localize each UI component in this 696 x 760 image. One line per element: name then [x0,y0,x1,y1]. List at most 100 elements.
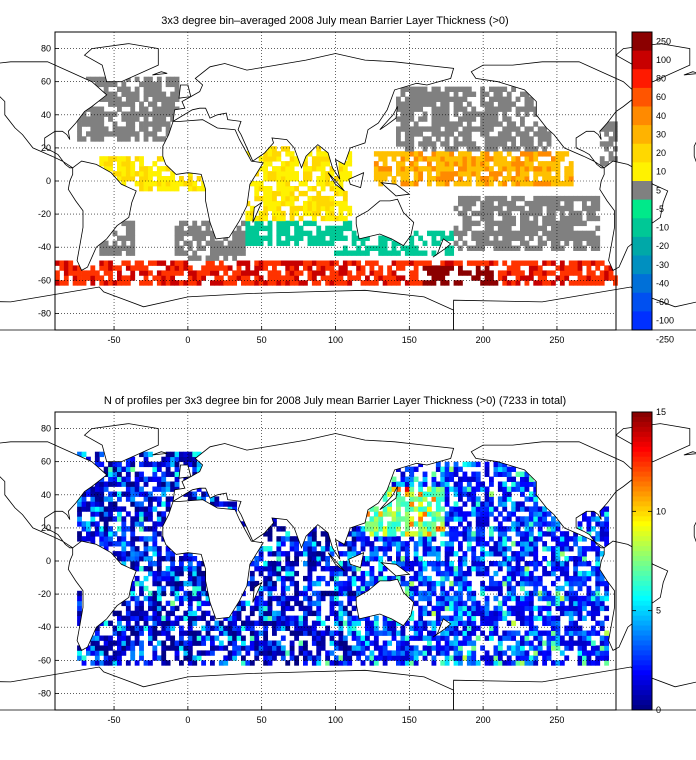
bin-cell [360,265,366,271]
bin-cell [205,630,211,636]
bin-cell [573,625,579,631]
bin-cell [161,471,167,477]
colorbar-label: -100 [656,316,674,326]
bin-cell [480,610,486,617]
bin-cell [183,630,189,636]
bin-cell [272,580,277,587]
bin-cell [112,491,118,497]
bin-cell [444,106,450,112]
bin-cell [586,570,592,577]
bin-cell [342,205,348,212]
bin-cell [351,630,357,636]
bin-cell [400,141,406,147]
bin-cell [427,506,432,512]
bin-cell [267,176,273,182]
bin-cell [564,176,570,182]
bin-cell [130,556,136,562]
bin-cell [338,215,344,222]
bin-cell [99,131,105,137]
bin-cell [515,526,521,532]
bin-cell [497,195,503,202]
bin-cell [187,230,193,237]
bin-cell [440,151,446,157]
bin-cell [187,566,193,572]
bin-cell [506,265,512,271]
bin-cell [422,506,428,512]
bin-cell [263,580,269,587]
bin-cell [183,595,189,602]
bin-cell [586,660,592,666]
bin-cell [382,575,388,582]
bin-cell [537,245,543,251]
bin-cell [325,230,331,237]
bin-cell [108,270,113,276]
bin-cell [285,551,291,557]
bin-cell [77,136,82,142]
bin-cell [489,136,494,142]
bin-cell [449,171,455,177]
bin-cell [254,260,260,266]
bin-cell [480,481,486,487]
bin-cell [134,481,140,487]
bin-cell [134,660,140,666]
bin-cell [294,270,300,276]
bin-cell [466,111,472,117]
bin-cell [134,476,140,482]
bin-cell [404,171,410,177]
bin-cell [480,235,486,241]
bin-cell [205,265,211,271]
bin-cell [152,595,158,602]
bin-cell [396,526,401,532]
bin-cell [506,270,512,276]
bin-cell [502,131,508,137]
bin-cell [311,235,317,241]
bin-cell [360,240,366,246]
bin-cell [413,270,419,276]
bin-cell [604,650,610,656]
bin-cell [520,471,525,477]
bin-cell [453,605,459,612]
bin-cell [179,181,184,187]
bin-cell [396,650,401,656]
bin-cell [533,521,539,527]
bin-cell [458,101,463,107]
bin-cell [396,136,401,142]
bin-cell [418,481,424,487]
bin-cell [382,156,388,162]
bin-cell [121,526,127,532]
bin-cell [462,205,468,212]
bin-cell [506,230,512,237]
bin-cell [431,645,437,651]
bin-cell [223,280,229,286]
bin-cell [258,630,264,636]
bin-cell [117,156,122,162]
bin-cell [373,546,379,552]
bin-cell [148,511,153,517]
bin-cell [431,250,437,256]
bin-cell [396,546,401,552]
bin-cell [599,551,605,557]
bin-cell [493,620,499,626]
bin-cell [125,456,131,463]
bin-cell [466,590,472,597]
bin-cell [595,546,601,552]
bin-cell [311,156,317,162]
bin-cell [444,86,450,92]
bin-cell [537,511,543,517]
bin-cell [192,595,198,602]
bin-cell [121,635,127,641]
bin-cell [373,280,379,286]
bin-cell [112,280,118,286]
bin-cell [493,466,499,472]
bin-cell [161,501,167,507]
bin-cell [139,126,144,132]
bin-cell [595,630,601,636]
bin-cell [524,151,530,157]
bin-cell [258,615,264,621]
continent-outline [152,451,168,456]
colorbar-swatch [632,595,652,602]
bin-cell [307,275,313,281]
bin-cell [55,280,60,286]
bin-cell [125,620,131,626]
bin-cell [303,650,308,656]
